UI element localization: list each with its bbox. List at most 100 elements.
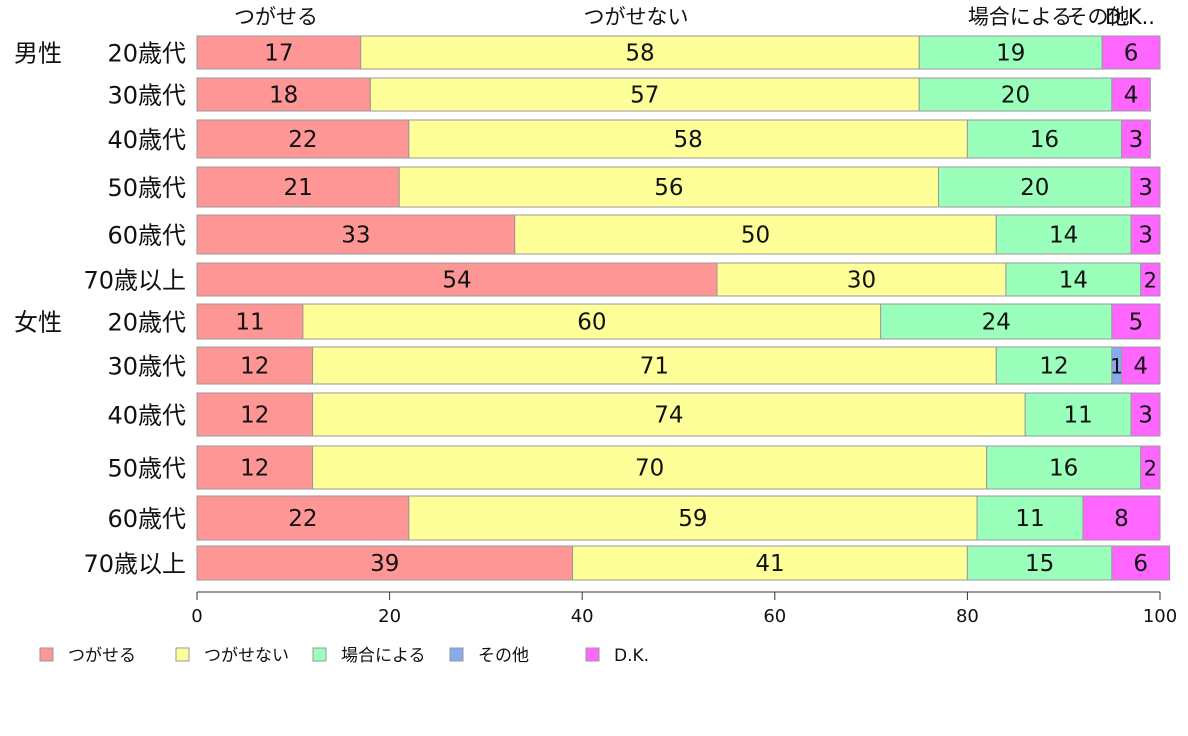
bar-segment xyxy=(514,214,997,255)
top-label-1: つがせない xyxy=(584,5,689,29)
legend-label: つがせない xyxy=(204,646,289,666)
top-label-4: D.K.. xyxy=(1105,5,1155,29)
bar-segment xyxy=(369,77,920,112)
bar-value-label: 74 xyxy=(654,403,683,429)
bar-segment xyxy=(196,346,314,385)
row-label: 60歳代 xyxy=(107,222,186,250)
bar-segment xyxy=(1101,35,1161,70)
x-tick-label: 20 xyxy=(378,606,401,627)
bar-segment xyxy=(312,445,988,490)
bar-value-label: 3 xyxy=(1138,403,1153,429)
bar-segment xyxy=(196,214,516,255)
bar-segment xyxy=(1005,262,1142,297)
bar-segment xyxy=(1120,346,1161,385)
row-label: 20歳代 xyxy=(107,309,186,337)
bar-value-label: 11 xyxy=(1064,403,1093,429)
bar-segment xyxy=(312,346,997,385)
bar-value-label: 56 xyxy=(654,175,683,201)
bar-segment xyxy=(938,166,1132,208)
bar-segment xyxy=(572,545,968,581)
row-label: 30歳代 xyxy=(107,82,186,110)
bar-value-label: 15 xyxy=(1025,551,1054,577)
row-label: 20歳代 xyxy=(107,40,186,68)
bar-value-label: 12 xyxy=(240,354,269,380)
x-tick-label: 0 xyxy=(191,606,202,627)
bar-value-label: 11 xyxy=(1015,506,1044,532)
x-tick-label: 40 xyxy=(571,606,594,627)
bar-value-label: 20 xyxy=(1001,83,1030,109)
row-label: 70歳以上 xyxy=(83,267,186,295)
bar-value-label: 33 xyxy=(341,223,370,249)
bar-segment xyxy=(408,495,978,541)
bar-segment xyxy=(918,35,1103,70)
bar-value-label: 20 xyxy=(1020,175,1049,201)
row-label: 50歳代 xyxy=(107,174,186,202)
bar-value-label: 6 xyxy=(1133,551,1148,577)
bar-segment xyxy=(1111,303,1161,340)
bar-segment xyxy=(1140,262,1161,297)
legend-swatch xyxy=(585,647,600,662)
bar-segment xyxy=(196,166,400,208)
legend-label: その他 xyxy=(478,646,529,666)
bar-value-label: 8 xyxy=(1114,506,1129,532)
bar-value-label: 14 xyxy=(1049,223,1078,249)
bar-segment xyxy=(196,495,410,541)
bar-value-label: 2 xyxy=(1144,269,1157,293)
row-label: 30歳代 xyxy=(107,353,186,381)
x-tick-label: 100 xyxy=(1143,606,1177,627)
bar-value-label: 60 xyxy=(577,310,606,336)
bar-segment xyxy=(1024,392,1132,437)
bar-value-label: 2 xyxy=(1144,457,1157,481)
bar-segment xyxy=(312,392,1026,437)
bar-value-label: 24 xyxy=(982,310,1011,336)
bar-value-label: 12 xyxy=(240,403,269,429)
x-tick-label: 80 xyxy=(956,606,979,627)
bar-segment xyxy=(986,445,1142,490)
bar-value-label: 12 xyxy=(1039,354,1068,380)
bar-segment xyxy=(196,545,574,581)
row-label: 60歳代 xyxy=(107,505,186,533)
bar-value-label: 58 xyxy=(625,41,654,67)
bar-segment xyxy=(196,303,304,340)
row-label: 40歳代 xyxy=(107,126,186,154)
bar-segment xyxy=(995,214,1132,255)
bar-value-label: 5 xyxy=(1129,310,1144,336)
bar-segment xyxy=(196,77,371,112)
bar-value-label: 70 xyxy=(635,456,664,482)
bar-segment xyxy=(398,166,940,208)
group-label: 男性 xyxy=(14,40,62,68)
top-label-0: つがせる xyxy=(234,5,318,29)
bar-segment xyxy=(966,119,1122,159)
bar-value-label: 21 xyxy=(283,175,312,201)
bar-value-label: 39 xyxy=(370,551,399,577)
bar-segment xyxy=(880,303,1113,340)
bar-value-label: 22 xyxy=(288,127,317,153)
bar-value-label: 17 xyxy=(264,41,293,67)
bar-value-label: 14 xyxy=(1059,268,1088,294)
bar-value-label: 1 xyxy=(1110,355,1123,379)
bar-segment xyxy=(966,545,1113,581)
bar-segment xyxy=(976,495,1084,541)
bar-segment xyxy=(1082,495,1161,541)
bar-value-label: 6 xyxy=(1124,41,1139,67)
legend-swatch xyxy=(39,647,54,662)
bar-segment xyxy=(1130,214,1161,255)
bar-value-label: 41 xyxy=(755,551,784,577)
bar-segment xyxy=(1120,119,1151,159)
row-label: 70歳以上 xyxy=(83,550,186,578)
bar-value-label: 18 xyxy=(269,83,298,109)
bar-value-label: 54 xyxy=(442,268,471,294)
bar-value-label: 3 xyxy=(1138,223,1153,249)
legend-swatch xyxy=(449,647,464,662)
bar-segment xyxy=(196,262,718,297)
x-tick-label: 60 xyxy=(763,606,786,627)
legend-label: つがせる xyxy=(68,646,136,666)
bar-segment xyxy=(1111,77,1151,112)
row-label: 40歳代 xyxy=(107,402,186,430)
legend-label: D.K. xyxy=(614,646,649,666)
bar-segment xyxy=(716,262,1007,297)
bar-segment xyxy=(1111,545,1171,581)
bar-segment xyxy=(360,35,920,70)
